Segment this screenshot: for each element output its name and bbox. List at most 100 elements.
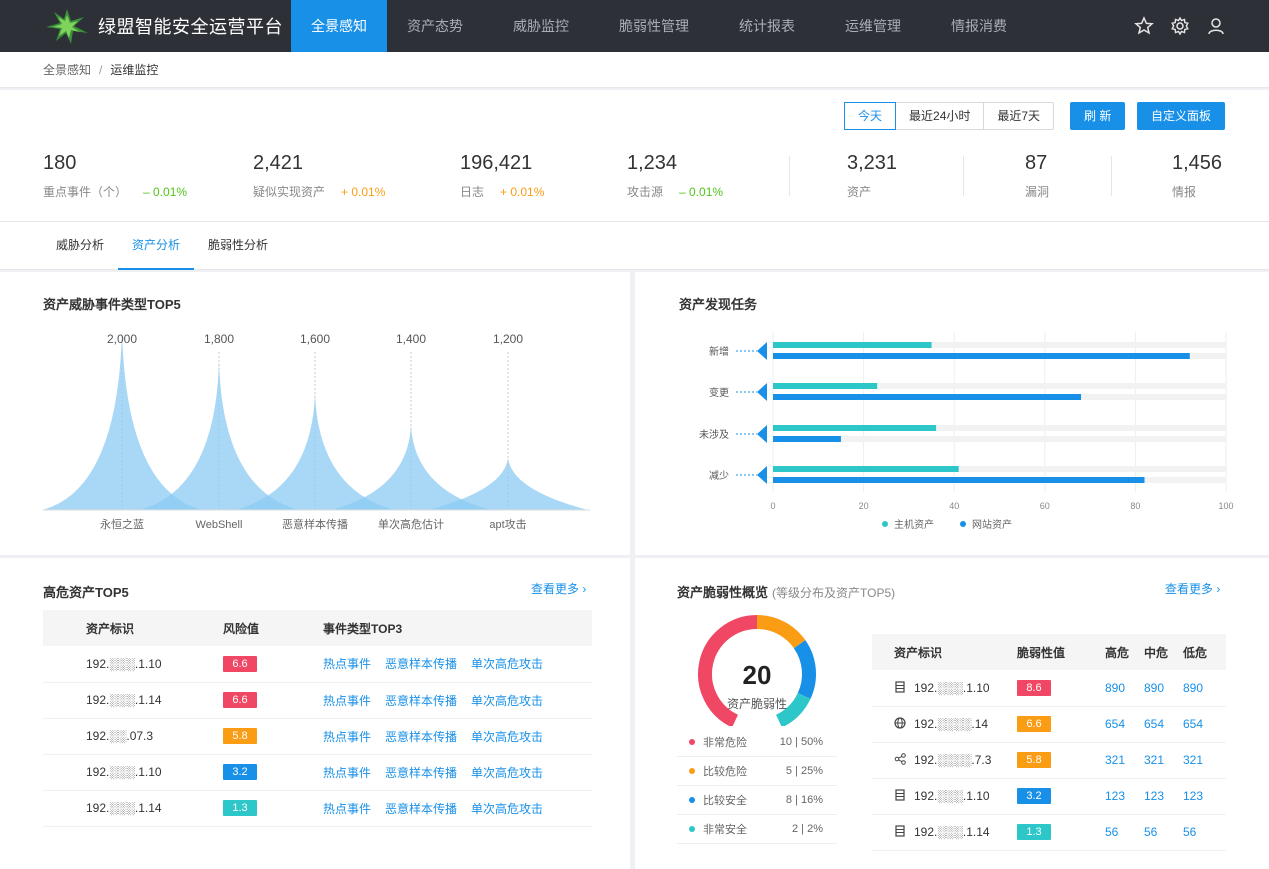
- time-filter-option[interactable]: 今天: [844, 102, 897, 130]
- bar-track: [773, 436, 1226, 442]
- gear-icon[interactable]: [1169, 15, 1191, 37]
- time-filter-option[interactable]: 最近24小时: [896, 103, 985, 129]
- event-types-cell: 热点事件 恶意样本传播 单次高危攻击: [323, 682, 592, 719]
- refresh-button[interactable]: 刷 新: [1070, 102, 1126, 130]
- table-row[interactable]: 192.░░░.1.10 8.6 890 890 890: [872, 670, 1226, 707]
- nav-item[interactable]: 威胁监控: [513, 18, 569, 34]
- count-high[interactable]: 890: [1105, 670, 1144, 707]
- nav-item[interactable]: 全景感知: [291, 0, 387, 52]
- event-type-link[interactable]: 单次高危攻击: [471, 693, 544, 708]
- bar-host[interactable]: [773, 342, 932, 348]
- event-type-link[interactable]: 恶意样本传播: [385, 657, 458, 672]
- table-row[interactable]: 192.░░░.1.14 1.3 56 56 56: [872, 814, 1226, 851]
- count-mid[interactable]: 321: [1144, 742, 1183, 779]
- custom-panel-button[interactable]: 自定义面板: [1137, 102, 1226, 130]
- stat-label-row: 攻击源 – 0.01%: [627, 183, 723, 200]
- level-name: 比较安全: [703, 795, 747, 807]
- count-low[interactable]: 890: [1183, 670, 1226, 707]
- peak-area[interactable]: [428, 458, 588, 510]
- count-mid[interactable]: 123: [1144, 778, 1183, 815]
- peak-area[interactable]: [139, 362, 299, 510]
- bar-host[interactable]: [773, 466, 959, 472]
- event-types-cell: 热点事件 恶意样本传播 单次高危攻击: [323, 754, 592, 791]
- nav-item[interactable]: 资产态势: [407, 18, 463, 34]
- count-high[interactable]: 321: [1105, 742, 1144, 779]
- event-type-link[interactable]: 恶意样本传播: [385, 729, 458, 744]
- x-tick-label: 20: [859, 501, 869, 511]
- table-row[interactable]: 192.░░░.1.14 1.3 热点事件 恶意样本传播 单次高危攻击: [43, 790, 592, 827]
- event-type-link[interactable]: 单次高危攻击: [471, 657, 544, 672]
- bar-website[interactable]: [773, 477, 1145, 483]
- nav-item[interactable]: 运维管理: [845, 18, 901, 34]
- event-type-link[interactable]: 热点事件: [323, 765, 372, 780]
- count-mid[interactable]: 654: [1144, 706, 1183, 743]
- peak-area[interactable]: [235, 394, 395, 510]
- table-row[interactable]: 192.░░░.1.10 3.2 热点事件 恶意样本传播 单次高危攻击: [43, 754, 592, 791]
- breadcrumb-root[interactable]: 全景感知: [43, 63, 92, 77]
- category-marker: [757, 383, 767, 401]
- nav-item[interactable]: 情报消费: [951, 18, 1007, 34]
- high-risk-more-link[interactable]: 查看更多 ›: [531, 580, 586, 597]
- table-row[interactable]: 192.░░.07.3 5.8 热点事件 恶意样本传播 单次高危攻击: [43, 718, 592, 755]
- event-type-link[interactable]: 热点事件: [323, 693, 372, 708]
- bar-track: [773, 425, 1226, 431]
- peak-area[interactable]: [42, 330, 202, 510]
- user-icon[interactable]: [1205, 15, 1227, 37]
- vuln-level-row: 比较安全 8 | 16%: [677, 786, 837, 815]
- stat-value: 1,456: [1172, 152, 1223, 174]
- count-high[interactable]: 56: [1105, 814, 1144, 851]
- brand[interactable]: 绿盟智能安全运营平台: [0, 0, 291, 52]
- event-type-link[interactable]: 单次高危攻击: [471, 729, 544, 744]
- legend-dot: [960, 521, 966, 527]
- risk-badge: 6.6: [223, 655, 257, 672]
- risk-cell: 1.3: [223, 790, 323, 827]
- nav-item[interactable]: 脆弱性管理: [619, 18, 689, 34]
- logo-icon: [46, 9, 88, 44]
- peak-category-label: 永恒之蓝: [100, 517, 144, 531]
- count-low[interactable]: 654: [1183, 706, 1226, 743]
- count-low[interactable]: 56: [1183, 814, 1226, 851]
- vuln-more-link[interactable]: 查看更多 ›: [1165, 580, 1220, 597]
- count-low[interactable]: 123: [1183, 778, 1226, 815]
- bar-host[interactable]: [773, 383, 878, 389]
- event-type-link[interactable]: 热点事件: [323, 657, 372, 672]
- event-type-link[interactable]: 单次高危攻击: [471, 765, 544, 780]
- count-low[interactable]: 321: [1183, 742, 1226, 779]
- level-name: 比较危险: [703, 766, 747, 778]
- table-row[interactable]: 192.░░░░.14 6.6 654 654 654: [872, 706, 1226, 743]
- time-filter-option[interactable]: 最近7天: [984, 103, 1054, 129]
- threat-top5-panel: 资产威胁事件类型TOP5 2,000 永恒之蓝 1,800 WebShell 1,600…: [0, 272, 630, 555]
- table-row[interactable]: 192.░░░.1.10 6.6 热点事件 恶意样本传播 单次高危攻击: [43, 646, 592, 683]
- bar-website[interactable]: [773, 353, 1190, 359]
- star-icon[interactable]: [1133, 15, 1155, 37]
- count-high[interactable]: 123: [1105, 778, 1144, 815]
- count-high[interactable]: 654: [1105, 706, 1144, 743]
- bar-website[interactable]: [773, 436, 841, 442]
- count-mid[interactable]: 890: [1144, 670, 1183, 707]
- peak-category-label: apt攻击: [489, 517, 526, 531]
- event-type-link[interactable]: 热点事件: [323, 729, 372, 744]
- category-label: 减少: [709, 470, 729, 482]
- tab[interactable]: 威胁分析: [56, 238, 105, 252]
- divider: [963, 156, 964, 196]
- table-row[interactable]: 192.░░░.1.14 6.6 热点事件 恶意样本传播 单次高危攻击: [43, 682, 592, 719]
- stat-label: 资产: [847, 185, 872, 199]
- peak-area[interactable]: [331, 426, 491, 510]
- event-type-link[interactable]: 恶意样本传播: [385, 765, 458, 780]
- bar-host[interactable]: [773, 425, 937, 431]
- vuln-level-row: 非常危险 10 | 50%: [677, 728, 837, 757]
- x-tick-label: 80: [1130, 501, 1140, 511]
- table-row[interactable]: 192.░░░.1.10 3.2 123 123 123: [872, 778, 1226, 815]
- count-mid[interactable]: 56: [1144, 814, 1183, 851]
- event-type-link[interactable]: 热点事件: [323, 801, 372, 816]
- event-type-link[interactable]: 恶意样本传播: [385, 801, 458, 816]
- asset-discovery-title: 资产发现任务: [679, 297, 758, 312]
- event-type-link[interactable]: 恶意样本传播: [385, 693, 458, 708]
- tab[interactable]: 脆弱性分析: [208, 238, 269, 252]
- tab[interactable]: 资产分析: [118, 222, 195, 270]
- table-row[interactable]: 192.░░░░.7.3 5.8 321 321 321: [872, 742, 1226, 779]
- bar-website[interactable]: [773, 394, 1082, 400]
- event-type-link[interactable]: 单次高危攻击: [471, 801, 544, 816]
- event-types-cell: 热点事件 恶意样本传播 单次高危攻击: [323, 718, 592, 755]
- nav-item[interactable]: 统计报表: [739, 18, 795, 34]
